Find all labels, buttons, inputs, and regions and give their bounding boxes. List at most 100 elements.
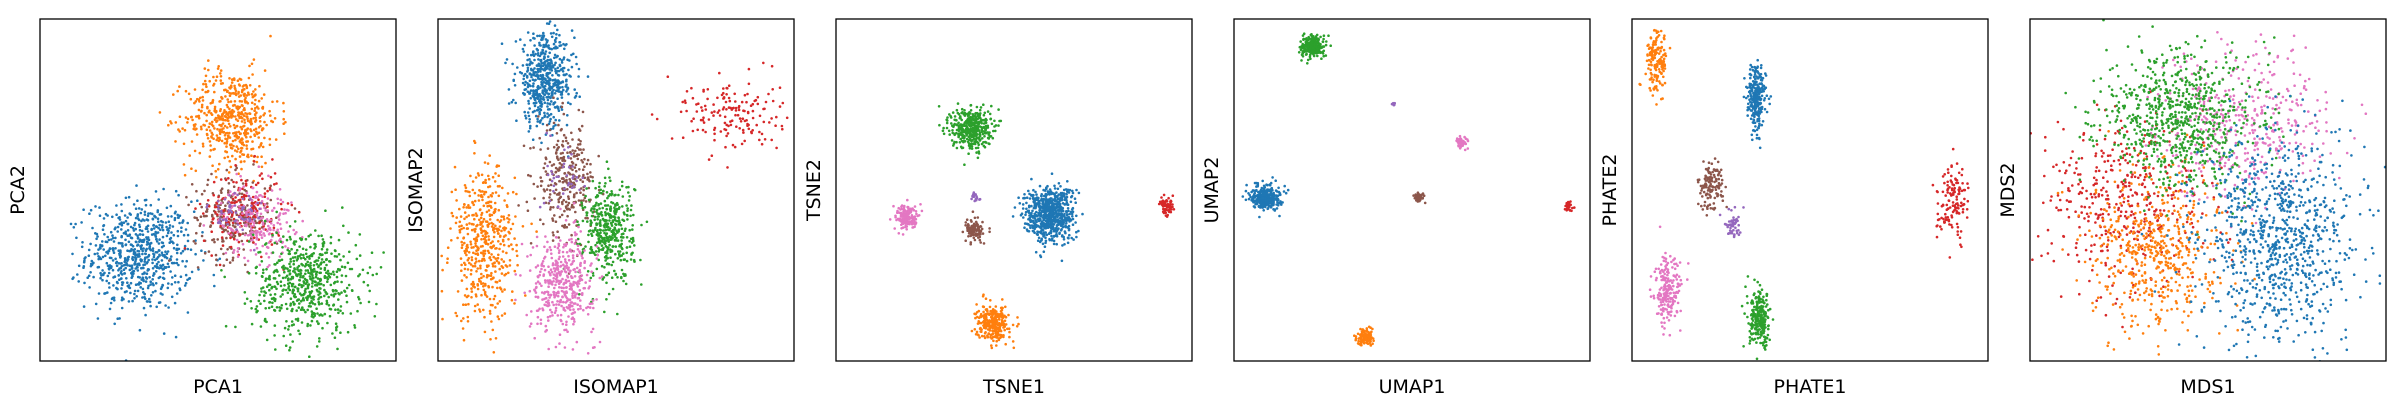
point: [320, 302, 324, 305]
point: [625, 246, 629, 249]
point: [173, 301, 177, 305]
point: [304, 290, 307, 294]
point: [558, 333, 562, 337]
point: [207, 250, 211, 253]
point: [454, 221, 458, 225]
point: [255, 237, 259, 241]
point: [184, 89, 188, 93]
point: [332, 303, 336, 307]
point: [558, 119, 561, 122]
point: [74, 222, 77, 226]
point: [235, 213, 239, 216]
point: [544, 44, 547, 48]
point: [470, 268, 473, 272]
point: [375, 272, 379, 276]
point: [543, 93, 547, 96]
point: [293, 295, 297, 299]
point: [602, 218, 605, 222]
point: [590, 251, 593, 254]
point: [267, 283, 271, 287]
point: [598, 228, 602, 231]
point: [111, 234, 114, 237]
point: [536, 322, 539, 326]
point: [536, 70, 540, 73]
point: [166, 262, 170, 266]
point: [233, 237, 236, 241]
point: [235, 200, 238, 204]
point: [616, 220, 620, 223]
point: [472, 228, 476, 231]
point: [489, 277, 493, 281]
point: [572, 152, 576, 155]
point: [129, 225, 133, 229]
point: [286, 202, 290, 205]
point: [256, 155, 259, 159]
point: [268, 226, 272, 230]
point: [460, 263, 463, 267]
point: [174, 210, 177, 214]
point: [568, 178, 571, 181]
point: [594, 250, 598, 253]
point: [628, 239, 631, 243]
point: [269, 293, 272, 297]
point: [746, 111, 750, 115]
point: [764, 100, 768, 104]
point: [165, 225, 168, 229]
point: [558, 57, 562, 61]
point: [335, 325, 339, 328]
point: [136, 199, 139, 202]
point: [145, 300, 149, 303]
point: [355, 257, 359, 261]
point: [320, 258, 324, 261]
point: [566, 275, 570, 279]
point: [552, 163, 556, 166]
point: [223, 88, 226, 92]
point: [217, 207, 220, 211]
point: [229, 209, 232, 212]
point: [487, 238, 491, 241]
point: [259, 201, 263, 205]
point: [567, 303, 571, 307]
point: [317, 293, 320, 297]
point: [134, 227, 137, 231]
point: [588, 302, 592, 306]
point: [151, 217, 155, 221]
point: [137, 218, 141, 222]
point: [245, 297, 249, 301]
point: [547, 265, 550, 269]
point: [304, 237, 308, 241]
point: [282, 334, 286, 338]
point: [627, 185, 630, 189]
point: [564, 290, 568, 294]
point: [579, 307, 582, 310]
point: [532, 82, 535, 85]
point: [117, 241, 121, 245]
point: [351, 289, 354, 293]
point: [702, 88, 705, 92]
point: [543, 101, 547, 104]
point: [496, 232, 500, 235]
point: [606, 204, 610, 207]
point: [563, 309, 567, 312]
point: [593, 207, 596, 211]
point: [493, 230, 496, 234]
point: [102, 248, 105, 251]
point: [692, 117, 695, 120]
point: [94, 205, 97, 208]
point: [552, 176, 556, 180]
cluster-blue: [69, 184, 222, 371]
point: [260, 274, 264, 278]
point: [216, 168, 220, 171]
point: [275, 216, 278, 219]
point: [309, 245, 312, 249]
point: [291, 289, 295, 293]
point: [97, 368, 100, 371]
point: [539, 67, 543, 70]
point: [304, 269, 308, 272]
point: [198, 224, 202, 228]
point: [616, 203, 619, 206]
point: [608, 176, 611, 179]
point: [566, 204, 569, 207]
point: [551, 239, 555, 242]
point: [245, 144, 248, 147]
